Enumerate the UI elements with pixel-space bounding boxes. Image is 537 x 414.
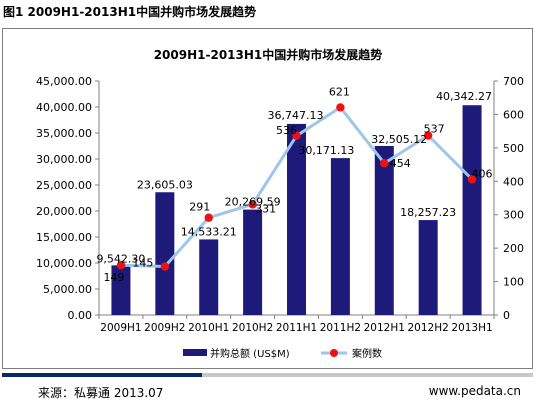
y-left-tick-label: 5,000.00 bbox=[43, 283, 92, 296]
y-left-tick-label: 10,000.00 bbox=[36, 257, 92, 270]
bar bbox=[462, 105, 482, 315]
x-tick-label: 2010H2 bbox=[232, 322, 273, 334]
line-point bbox=[248, 200, 257, 209]
x-tick-label: 2009H1 bbox=[100, 322, 141, 334]
y-left-tick-label: 40,000.00 bbox=[36, 101, 92, 114]
y-left-tick-label: 0.00 bbox=[68, 309, 93, 322]
y-left-tick-label: 30,000.00 bbox=[36, 153, 92, 166]
footer-divider bbox=[2, 373, 533, 377]
footer-website[interactable]: www.pedata.cn bbox=[428, 384, 521, 398]
chart-frame: 2009H1-2013H1中国并购市场发展趋势 0.00 5,000.00 10,0… bbox=[2, 28, 533, 369]
y-left-tick-label: 25,000.00 bbox=[36, 179, 92, 192]
line-point bbox=[423, 131, 433, 140]
bar-value-label: 32,505.12 bbox=[371, 133, 427, 146]
legend-bar-label: 并购总额 (US$M) bbox=[210, 347, 290, 360]
y-right-tick-label: 300 bbox=[503, 209, 524, 222]
bar bbox=[155, 192, 175, 315]
x-tick-label: 2011H2 bbox=[320, 322, 361, 334]
case-count-line bbox=[116, 103, 477, 271]
bar bbox=[374, 145, 394, 315]
bar bbox=[199, 239, 219, 315]
y-right-tick-label: 400 bbox=[503, 175, 524, 188]
line-point bbox=[204, 213, 213, 222]
y-right-tick-label: 200 bbox=[503, 242, 524, 255]
y-left-tick-label: 35,000.00 bbox=[36, 127, 92, 140]
bar-value-label: 14,533.21 bbox=[181, 225, 237, 238]
x-tick-label: 2011H1 bbox=[276, 322, 317, 334]
x-tick-label: 2012H1 bbox=[364, 322, 405, 334]
y-right-tick-label: 0 bbox=[503, 309, 510, 322]
line-value-label: 537 bbox=[424, 122, 445, 135]
line-point bbox=[160, 262, 170, 271]
y-right-tick-label: 100 bbox=[503, 276, 524, 289]
line-point bbox=[467, 175, 477, 184]
data-labels: 9,542.30 23,605.03 14,533.21 20,269.59 36,74… bbox=[96, 85, 492, 284]
bar-value-label: 36,747.13 bbox=[268, 109, 324, 122]
figure-label: 图1 2009H1-2013H1中国并购市场发展趋势 bbox=[3, 5, 257, 19]
legend: 并购总额 (US$M) 案例数 bbox=[183, 347, 382, 360]
bars bbox=[111, 105, 482, 316]
bar-value-label: 23,605.03 bbox=[137, 178, 193, 191]
x-tick-label: 2009H2 bbox=[144, 322, 185, 334]
bar-value-label: 20,269.59 bbox=[225, 196, 281, 209]
legend-line-marker bbox=[330, 349, 338, 357]
footer-divider-accent bbox=[2, 373, 202, 377]
line-value-label: 621 bbox=[329, 85, 350, 98]
bar-value-label: 40,342.27 bbox=[436, 90, 492, 103]
y-right-tick-label: 500 bbox=[503, 142, 524, 155]
bar bbox=[111, 265, 131, 315]
y-right-tick-label: 600 bbox=[503, 108, 524, 121]
chart: 2009H1-2013H1中国并购市场发展趋势 0.00 5,000.00 10,0… bbox=[36, 47, 524, 360]
chart-title: 2009H1-2013H1中国并购市场发展趋势 bbox=[154, 47, 383, 62]
y-left-tick-label: 45,000.00 bbox=[36, 75, 92, 88]
line-value-label: 536 bbox=[276, 124, 297, 137]
x-tick-label: 2012H2 bbox=[408, 322, 449, 334]
line-point bbox=[116, 260, 126, 270]
axes: 0.00 5,000.00 10,000.00 15,000.00 20,000.00 2… bbox=[36, 75, 524, 334]
line-value-label: 454 bbox=[390, 157, 411, 170]
line-value-label: 406 bbox=[472, 167, 493, 180]
y-right-tick-label: 700 bbox=[503, 75, 524, 88]
bar-value-label: 30,171.13 bbox=[298, 144, 354, 157]
bar bbox=[243, 209, 263, 315]
line-point bbox=[292, 131, 301, 141]
bar-value-label: 18,257.23 bbox=[400, 206, 456, 219]
bar bbox=[287, 123, 306, 316]
line-point bbox=[336, 103, 345, 112]
y-left-tick-label: 20,000.00 bbox=[36, 205, 92, 218]
bar-value-label: 9,542.30 bbox=[96, 252, 145, 265]
line-value-label: 331 bbox=[255, 202, 276, 215]
footer-source: 来源：私募通 2013.07 bbox=[38, 386, 164, 400]
line-value-label: 145 bbox=[132, 257, 153, 270]
legend-bar-swatch bbox=[183, 349, 207, 356]
bar bbox=[418, 220, 438, 315]
bar bbox=[330, 158, 350, 315]
y-left-tick-label: 15,000.00 bbox=[36, 231, 92, 244]
x-tick-label: 2013H1 bbox=[451, 322, 492, 334]
line-value-label: 291 bbox=[189, 201, 210, 214]
line-value-label: 149 bbox=[103, 271, 124, 284]
x-tick-label: 2010H1 bbox=[188, 322, 229, 334]
legend-line-label: 案例数 bbox=[352, 347, 382, 360]
line-point bbox=[380, 159, 389, 168]
